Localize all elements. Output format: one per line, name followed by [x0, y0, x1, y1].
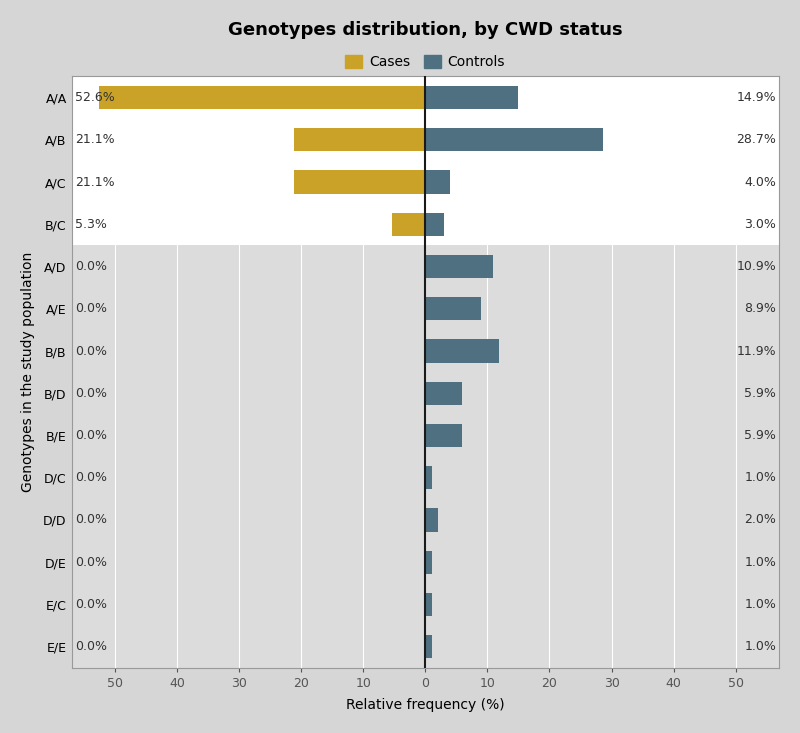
- Bar: [426, 297, 481, 320]
- Text: 0.0%: 0.0%: [74, 345, 106, 358]
- Text: 0.0%: 0.0%: [74, 640, 106, 653]
- Bar: [426, 509, 438, 531]
- Bar: [426, 466, 431, 490]
- Text: 21.1%: 21.1%: [74, 133, 114, 147]
- Text: 21.1%: 21.1%: [74, 176, 114, 188]
- Bar: [426, 424, 462, 447]
- Legend: Cases, Controls: Cases, Controls: [342, 51, 510, 73]
- Bar: [71, 414, 779, 457]
- Bar: [71, 372, 779, 414]
- Text: 0.0%: 0.0%: [74, 471, 106, 485]
- Text: 0.0%: 0.0%: [74, 260, 106, 273]
- Text: 2.0%: 2.0%: [744, 514, 776, 526]
- Text: 5.9%: 5.9%: [744, 429, 776, 442]
- Bar: [71, 161, 779, 203]
- Text: 8.9%: 8.9%: [744, 302, 776, 315]
- Bar: [426, 86, 518, 109]
- Bar: [426, 635, 431, 658]
- Title: Genotypes distribution, by CWD status: Genotypes distribution, by CWD status: [228, 21, 622, 39]
- Text: 0.0%: 0.0%: [74, 429, 106, 442]
- Text: 4.0%: 4.0%: [744, 176, 776, 188]
- Bar: [71, 119, 779, 161]
- Text: 0.0%: 0.0%: [74, 556, 106, 569]
- Text: 1.0%: 1.0%: [744, 640, 776, 653]
- Bar: [71, 457, 779, 499]
- Text: 5.9%: 5.9%: [744, 387, 776, 399]
- Text: 0.0%: 0.0%: [74, 387, 106, 399]
- X-axis label: Relative frequency (%): Relative frequency (%): [346, 698, 505, 712]
- Bar: [71, 203, 779, 246]
- Bar: [426, 593, 431, 616]
- Bar: [71, 76, 779, 119]
- Bar: [71, 541, 779, 583]
- Text: 1.0%: 1.0%: [744, 556, 776, 569]
- Bar: [294, 171, 426, 194]
- Text: 0.0%: 0.0%: [74, 302, 106, 315]
- Bar: [426, 339, 499, 363]
- Bar: [426, 171, 450, 194]
- Bar: [426, 550, 431, 574]
- Bar: [294, 128, 426, 152]
- Bar: [426, 213, 444, 236]
- Text: 1.0%: 1.0%: [744, 598, 776, 611]
- Bar: [393, 213, 426, 236]
- Text: 3.0%: 3.0%: [744, 218, 776, 231]
- Text: 0.0%: 0.0%: [74, 514, 106, 526]
- Text: 52.6%: 52.6%: [74, 91, 114, 104]
- Bar: [426, 255, 493, 279]
- Text: 10.9%: 10.9%: [736, 260, 776, 273]
- Text: 14.9%: 14.9%: [737, 91, 776, 104]
- Bar: [71, 499, 779, 541]
- Bar: [426, 382, 462, 405]
- Text: 1.0%: 1.0%: [744, 471, 776, 485]
- Bar: [426, 128, 603, 152]
- Bar: [71, 246, 779, 287]
- Bar: [99, 86, 426, 109]
- Y-axis label: Genotypes in the study population: Genotypes in the study population: [21, 252, 35, 493]
- Text: 0.0%: 0.0%: [74, 598, 106, 611]
- Bar: [71, 330, 779, 372]
- Bar: [71, 583, 779, 625]
- Text: 28.7%: 28.7%: [736, 133, 776, 147]
- Bar: [71, 625, 779, 668]
- Bar: [71, 287, 779, 330]
- Text: 11.9%: 11.9%: [737, 345, 776, 358]
- Text: 5.3%: 5.3%: [74, 218, 106, 231]
